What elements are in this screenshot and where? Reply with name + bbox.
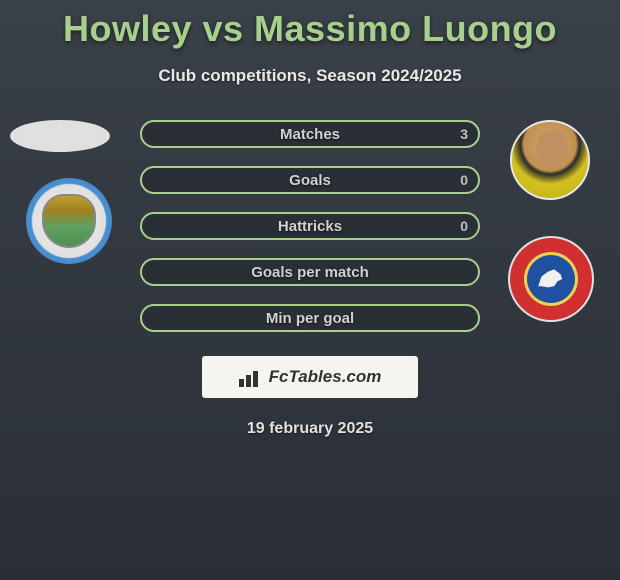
date-label: 19 february 2025 [0, 420, 620, 438]
stat-right-value: 3 [460, 126, 468, 142]
stat-row-goals-per-match: Goals per match [140, 258, 480, 286]
stat-label: Goals [289, 172, 331, 189]
stat-label: Goals per match [251, 264, 369, 281]
stat-label: Hattricks [278, 218, 342, 235]
club-left-logo [26, 178, 112, 264]
stat-row-goals: Goals 0 [140, 166, 480, 194]
stat-row-hattricks: Hattricks 0 [140, 212, 480, 240]
player-left-avatar [10, 120, 110, 152]
chart-icon [239, 367, 263, 387]
club-right-horse-icon [535, 267, 567, 291]
stat-row-min-per-goal: Min per goal [140, 304, 480, 332]
player-right-avatar [510, 120, 590, 200]
stats-container: Matches 3 Goals 0 Hattricks 0 Goals per … [140, 120, 480, 332]
page-title: Howley vs Massimo Luongo [0, 0, 620, 50]
stat-row-matches: Matches 3 [140, 120, 480, 148]
club-right-logo [508, 236, 594, 322]
stat-right-value: 0 [460, 172, 468, 188]
stat-label: Matches [280, 126, 340, 143]
stat-label: Min per goal [266, 310, 354, 327]
watermark: FcTables.com [202, 356, 418, 398]
watermark-text: FcTables.com [269, 367, 382, 387]
stat-right-value: 0 [460, 218, 468, 234]
subtitle: Club competitions, Season 2024/2025 [0, 66, 620, 86]
